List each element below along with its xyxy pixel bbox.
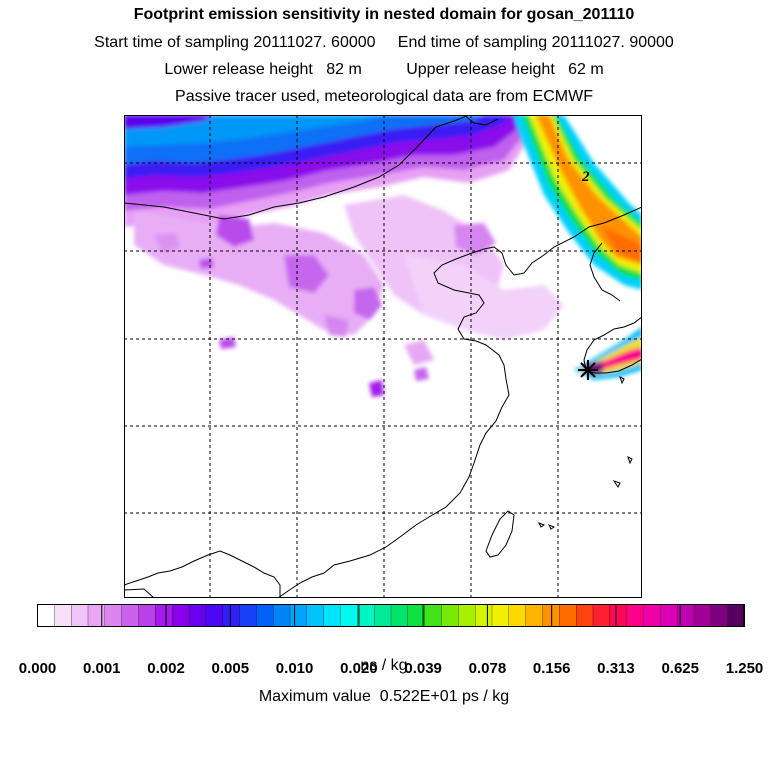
colorbar-cell xyxy=(205,604,224,627)
colorbar-cell xyxy=(340,604,358,627)
sampling-time-line: Start time of sampling 20111027. 60000 E… xyxy=(94,34,674,51)
colorbar-cell xyxy=(441,604,459,627)
colorbar-tick-label: 0.078 xyxy=(468,660,507,677)
colorbar-cell xyxy=(475,604,493,627)
colorbar-cell xyxy=(542,604,560,627)
colorbar-tick-label: 0.002 xyxy=(147,660,185,677)
colorbar-cell xyxy=(54,604,72,627)
colorbar-cell xyxy=(374,604,392,627)
colorbar-tick-label: 0.001 xyxy=(82,660,121,677)
colorbar-cell xyxy=(104,604,123,627)
colorbar-cell xyxy=(727,604,745,627)
receptor-star-icon xyxy=(578,360,598,380)
colorbar-cell xyxy=(390,604,409,627)
colorbar-cell xyxy=(491,604,510,627)
colorbar-cell xyxy=(138,604,156,627)
contour-label: 2 xyxy=(581,169,590,185)
colorbar-tick-label: 0.313 xyxy=(597,660,635,677)
colorbar-cell xyxy=(508,604,527,627)
colorbar-cell xyxy=(458,604,476,627)
colorbar-cell xyxy=(357,604,375,627)
colorbar-cell xyxy=(710,604,729,627)
colorbar-cell xyxy=(71,604,89,627)
chart-title: Footprint emission sensitivity in nested… xyxy=(133,6,635,23)
colorbar-cell xyxy=(289,604,308,627)
colorbar-tick-label: 0.005 xyxy=(211,660,250,677)
colorbar-cell xyxy=(407,604,426,627)
colorbar-unit: ns / kg xyxy=(360,657,408,674)
colorbar-cell xyxy=(256,604,274,627)
colorbar-cell xyxy=(87,604,106,627)
colorbar-frame xyxy=(37,604,744,627)
colorbar-cell xyxy=(306,604,325,627)
colorbar-tick-label: 0.020 xyxy=(340,660,378,677)
colorbar-cell xyxy=(693,604,712,627)
colorbar-tick-label: 0.010 xyxy=(275,660,314,677)
colorbar-cell xyxy=(222,604,241,627)
colorbar-cell xyxy=(239,604,257,627)
colorbar-cell xyxy=(155,604,173,627)
colorbar-cell xyxy=(273,604,291,627)
colorbar-tick-label: 0.000 xyxy=(18,660,57,677)
colorbar-cell xyxy=(323,604,342,627)
colorbar-cell xyxy=(660,604,678,627)
colorbar-cell xyxy=(592,604,611,627)
colorbar-cell xyxy=(626,604,645,627)
colorbar-tick-label: 0.039 xyxy=(404,660,442,677)
colorbar-tick-label: 0.625 xyxy=(661,660,699,677)
colorbar-cell xyxy=(424,604,443,627)
footprint-map: 2 xyxy=(124,115,642,598)
colorbar-cell xyxy=(37,604,55,627)
colorbar-tick-label: 1.250 xyxy=(725,660,764,677)
colorbar-tick-label: 0.156 xyxy=(532,660,571,677)
graticule xyxy=(124,115,642,598)
colorbar-cell xyxy=(643,604,661,627)
map-frame xyxy=(124,115,642,598)
maximum-value-line: Maximum value 0.522E+01 ps / kg xyxy=(258,688,510,705)
coastlines xyxy=(124,115,642,598)
tracer-info-line: Passive tracer used, meteorological data… xyxy=(175,88,593,105)
colorbar-cell xyxy=(172,604,190,627)
colorbar xyxy=(37,604,745,627)
colorbar-cell xyxy=(609,604,628,627)
colorbar-cell xyxy=(576,604,594,627)
release-height-line: Lower release height 82 m Upper release … xyxy=(164,61,604,78)
colorbar-cell xyxy=(525,604,544,627)
colorbar-cell xyxy=(188,604,207,627)
colorbar-cell xyxy=(121,604,140,627)
transport-plume xyxy=(512,115,642,290)
colorbar-cell xyxy=(559,604,577,627)
